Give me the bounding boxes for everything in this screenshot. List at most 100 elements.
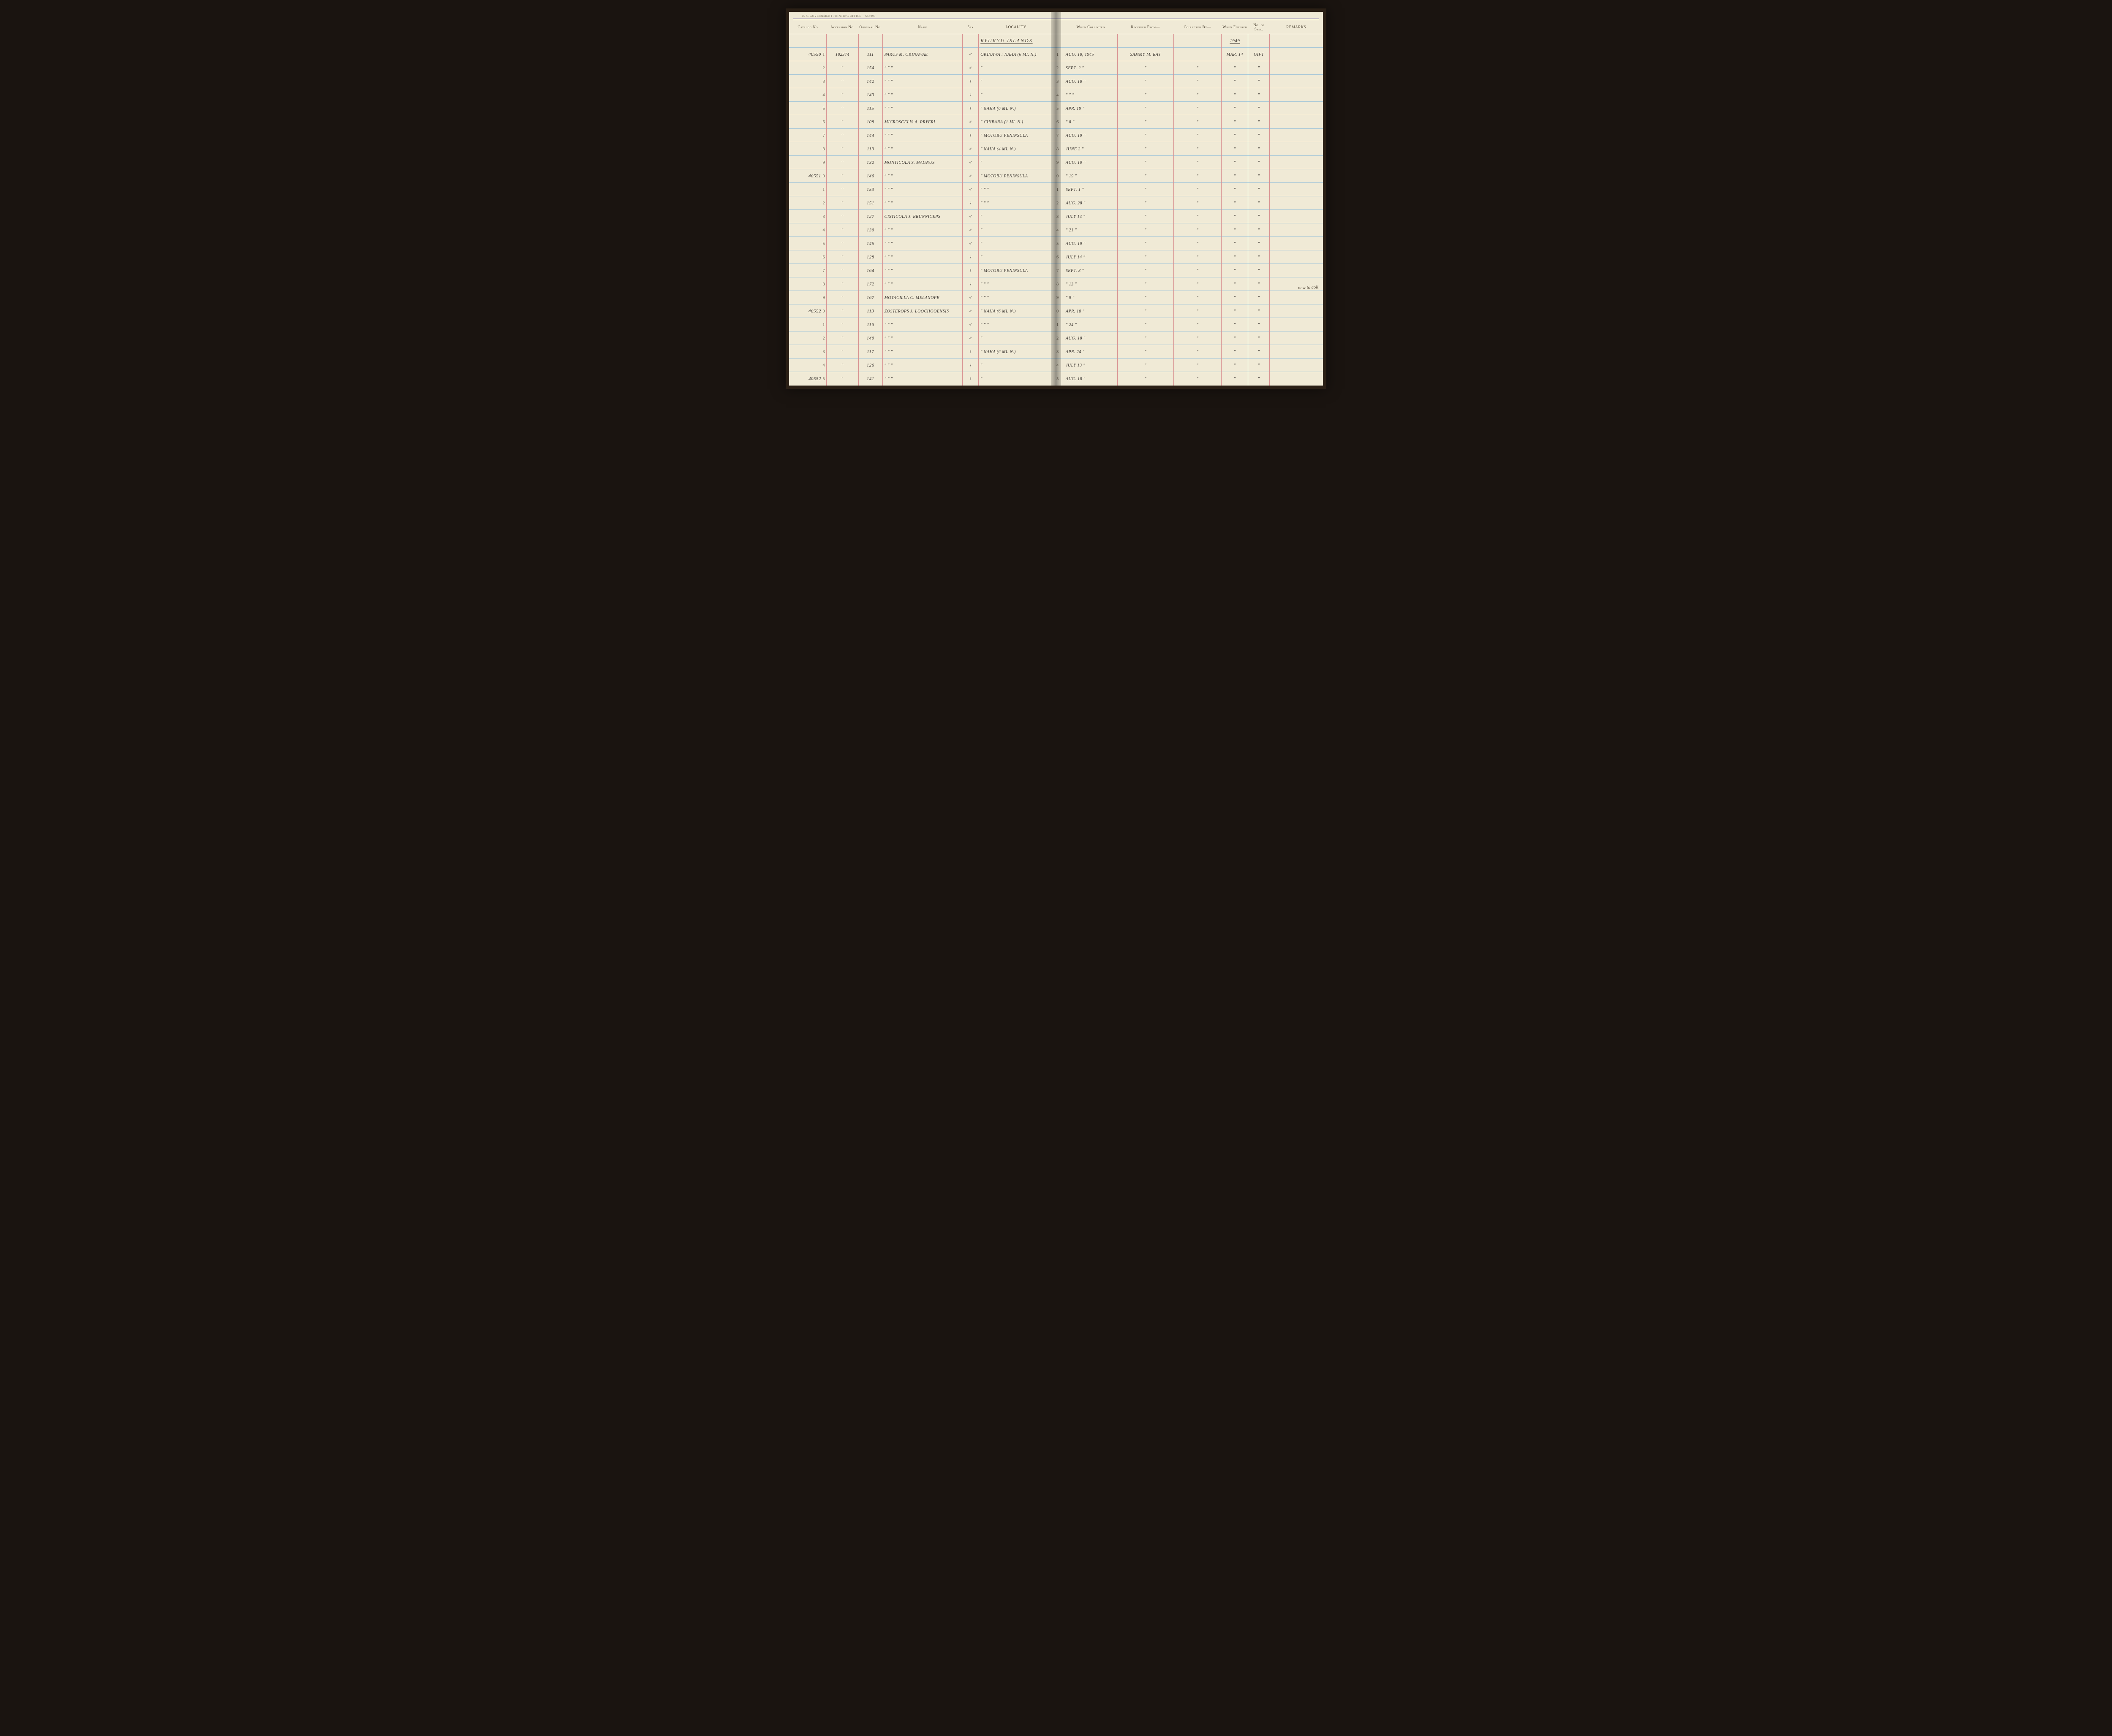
received-from-text: ″ [1144, 93, 1146, 98]
catalog-no: 9 [789, 291, 826, 304]
remarks [1270, 88, 1323, 102]
collected-by-text: ″ [1197, 336, 1199, 341]
collected-by-text: ″ [1197, 309, 1199, 314]
original-no: 108 [858, 115, 882, 129]
no-of-spec-text: ″ [1258, 201, 1260, 206]
when-entered-text: ″ [1234, 133, 1236, 138]
when-collected: ″ 19 ″ [1064, 169, 1117, 183]
accession-no-text: ″ [841, 377, 844, 381]
original-no: 140 [858, 331, 882, 345]
table-row: 7″144″ ″ ″♀″ MOTOBU PENINSULA7AUG. 19 ″″… [789, 129, 1323, 142]
specimen-name-text: MICROSCELIS A. PRYERI [885, 120, 935, 125]
sex: ♂ [963, 48, 979, 61]
locality-text: ″ MOTOBU PENINSULA [980, 133, 1028, 138]
catalog-digit: 8 [821, 147, 826, 152]
collected-by-text: ″ [1197, 269, 1199, 273]
received-from: ″ [1117, 88, 1173, 102]
specimen-name-text: ″ ″ ″ [885, 79, 893, 84]
table-row: 6″128″ ″ ″♀″6JULY 14 ″″″″″ [789, 250, 1323, 264]
catalog-digit: 9 [821, 296, 826, 300]
when-entered-text: ″ [1234, 66, 1236, 71]
catalog-digit: 4 [821, 93, 826, 98]
received-from-text: ″ [1144, 79, 1146, 84]
gutter-cell: 9 [1053, 291, 1064, 304]
row-digit-right: 5 [1055, 242, 1060, 246]
when-collected: APR. 24 ″ [1064, 345, 1117, 359]
when-entered-text: ″ [1234, 377, 1236, 381]
specimen-name: ″ ″ ″ [882, 264, 963, 277]
no-of-spec: ″ [1248, 115, 1270, 129]
specimen-name-text: ″ ″ ″ [885, 323, 893, 327]
no-of-spec: ″ [1248, 223, 1270, 237]
table-row: 4″130″ ″ ″♂″4″ 21 ″″″″″ [789, 223, 1323, 237]
received-from-text: ″ [1144, 323, 1146, 327]
original-no-text: 127 [867, 214, 874, 219]
col-collby: Collected By— [1173, 20, 1222, 34]
received-from-text: ″ [1144, 363, 1146, 368]
locality-text: ″ [980, 336, 983, 341]
sex: ♂ [963, 169, 979, 183]
received-from-text: ″ [1144, 215, 1146, 219]
locality: ″ ″ ″ [979, 196, 1053, 210]
accession-no: ″ [826, 88, 858, 102]
when-collected: ″ 13 ″ [1064, 277, 1117, 291]
row-digit-right: 5 [1055, 106, 1060, 111]
col-accession: Accession No. [826, 20, 858, 34]
locality-text: ″ ″ ″ [980, 323, 989, 327]
collected-by: ″ [1173, 372, 1222, 386]
gutter-cell: 5 [1053, 372, 1064, 386]
no-of-spec: ″ [1248, 75, 1270, 88]
accession-no-text: 182374 [836, 52, 849, 57]
when-collected: AUG. 19 ″ [1064, 237, 1117, 250]
specimen-name: ″ ″ ″ [882, 331, 963, 345]
locality: ″ [979, 250, 1053, 264]
when-entered: ″ [1222, 345, 1248, 359]
gutter-cell: 5 [1053, 237, 1064, 250]
catalog-digit: 2 [821, 66, 826, 71]
locality: ″ ″ ″ [979, 291, 1053, 304]
collected-by: ″ [1173, 196, 1222, 210]
gutter-cell: 0 [1053, 304, 1064, 318]
when-entered: ″ [1222, 156, 1248, 169]
collected-by: ″ [1173, 102, 1222, 115]
specimen-name: ″ ″ ″ [882, 250, 963, 264]
table-row: 9″167MOTACILLA C. MELANOPE♂″ ″ ″9″ 9 ″″″… [789, 291, 1323, 304]
when-entered-text: ″ [1234, 106, 1236, 111]
collected-by-text: ″ [1197, 282, 1199, 287]
sex-text: ♂ [969, 120, 972, 125]
received-from-text: ″ [1144, 336, 1146, 341]
collected-by: ″ [1173, 88, 1222, 102]
accession-no-text: ″ [841, 336, 844, 341]
catalog-no: 3 [789, 75, 826, 88]
original-no-text: 142 [867, 79, 874, 84]
received-from: ″ [1117, 345, 1173, 359]
specimen-name: ″ ″ ″ [882, 359, 963, 372]
sex: ♀ [963, 359, 979, 372]
row-digit-right: 4 [1055, 228, 1060, 233]
gutter-cell: 8 [1053, 277, 1064, 291]
remarks [1270, 115, 1323, 129]
specimen-name-text: MOTACILLA C. MELANOPE [885, 296, 939, 300]
original-no-text: 141 [867, 376, 874, 381]
row-digit-right: 0 [1055, 309, 1060, 314]
specimen-name: ″ ″ ″ [882, 318, 963, 331]
when-collected-text: AUG. 19 ″ [1066, 133, 1086, 138]
catalog-no: 405520 [789, 304, 826, 318]
catalog-no: 2 [789, 331, 826, 345]
collected-by-text: ″ [1197, 133, 1199, 138]
original-no-text: 132 [867, 160, 874, 165]
no-of-spec: ″ [1248, 277, 1270, 291]
no-of-spec-text: ″ [1258, 363, 1260, 368]
remarks [1270, 142, 1323, 156]
when-collected: ″ 21 ″ [1064, 223, 1117, 237]
locality: ″ [979, 88, 1053, 102]
no-of-spec: GIFT [1248, 48, 1270, 61]
specimen-name-text: ″ ″ ″ [885, 174, 893, 179]
specimen-name: ″ ″ ″ [882, 183, 963, 196]
received-from-text: ″ [1144, 282, 1146, 287]
when-entered-text: ″ [1234, 215, 1236, 219]
accession-no-text: ″ [841, 174, 844, 179]
collected-by: ″ [1173, 183, 1222, 196]
specimen-name-text: ″ ″ ″ [885, 106, 893, 111]
collected-by [1173, 48, 1222, 61]
